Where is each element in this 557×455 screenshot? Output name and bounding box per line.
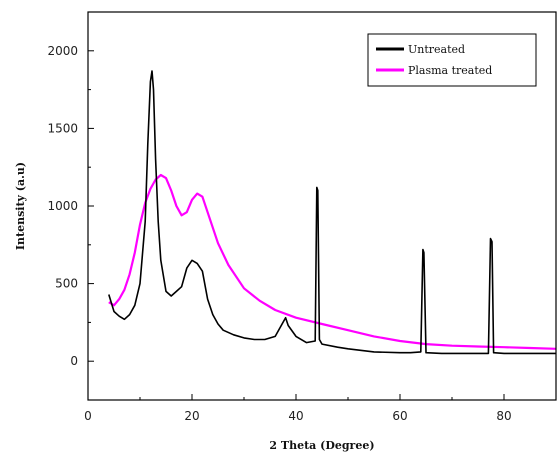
y-tick-label: 1500	[47, 121, 78, 135]
ticks-layer: 0 20 40 60 80 0 500 1000 1500 2000	[47, 11, 512, 423]
legend-box	[367, 33, 537, 87]
series-line-untreated	[108, 70, 556, 355]
x-axis-title: 2 Theta (Degree)	[269, 439, 374, 452]
y-tick-label: 0	[70, 354, 78, 368]
legend-label-plasma-treated: Plasma treated	[408, 64, 492, 77]
x-tick-label: 40	[288, 409, 303, 423]
legend-label-untreated: Untreated	[408, 43, 465, 56]
x-tick-label: 80	[496, 409, 511, 423]
y-tick-label: 1000	[47, 199, 78, 213]
series-layer	[108, 70, 557, 355]
x-tick-label: 0	[84, 409, 92, 423]
series-line-plasma-treated	[108, 173, 557, 350]
x-tick-label: 20	[184, 409, 199, 423]
y-tick-label: 500	[55, 277, 78, 291]
y-axis-title: Intensity (a.u)	[14, 162, 27, 250]
y-tick-label: 2000	[47, 44, 78, 58]
x-tick-label: 60	[392, 409, 407, 423]
legend: Untreated Plasma treated	[367, 33, 537, 87]
